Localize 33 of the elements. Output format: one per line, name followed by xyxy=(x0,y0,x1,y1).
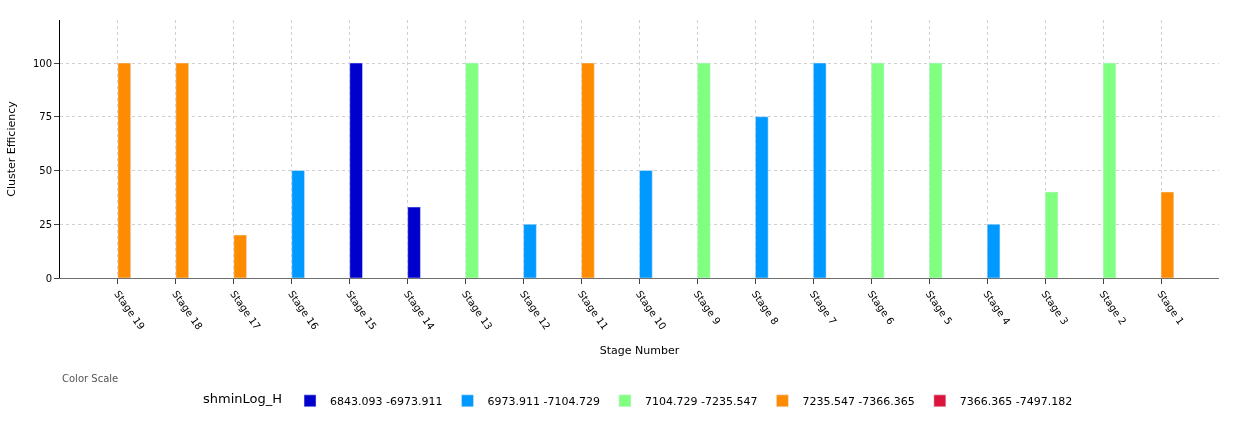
bar xyxy=(407,206,421,278)
y-tick-label: 75 xyxy=(39,111,52,123)
bar xyxy=(465,62,479,278)
bar xyxy=(1044,191,1059,278)
bar xyxy=(349,62,363,278)
bar xyxy=(871,62,885,278)
legend-label: 7235.547 -7366.365 xyxy=(802,395,915,409)
bar xyxy=(523,224,537,278)
bar xyxy=(1102,62,1117,278)
bar xyxy=(755,116,769,278)
bar xyxy=(1160,191,1175,278)
bar xyxy=(813,62,827,278)
y-tick-label: 100 xyxy=(32,57,52,69)
legend-title: shminLog_H xyxy=(203,391,283,407)
y-tick-label: 25 xyxy=(39,218,52,230)
bar xyxy=(291,170,305,278)
bar xyxy=(929,62,943,278)
bar xyxy=(697,62,711,278)
bar xyxy=(986,224,1001,278)
legend-label: 7104.729 -7235.547 xyxy=(644,395,758,409)
text: Color Scale xyxy=(62,373,119,384)
legend-label: 6843.093 -6973.911 xyxy=(330,395,443,409)
legend-label: 6973.911 -7104.729 xyxy=(487,395,600,409)
bar xyxy=(175,62,189,278)
legend-label: 7366.365 -7497.182 xyxy=(959,395,1073,409)
bar xyxy=(117,62,131,278)
y-axis-title: Cluster Efficiency xyxy=(4,100,18,197)
bar xyxy=(639,170,653,278)
bar xyxy=(233,234,247,278)
x-axis-title: Stage Number xyxy=(599,343,680,357)
bar xyxy=(581,62,595,278)
y-tick-label: 50 xyxy=(39,165,52,176)
y-tick-label: 0 xyxy=(45,272,52,284)
